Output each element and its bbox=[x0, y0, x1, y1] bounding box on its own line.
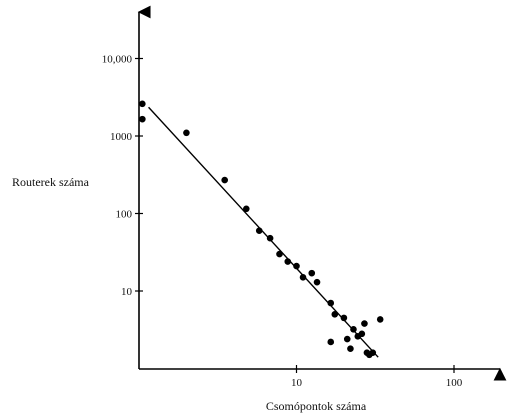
data-point bbox=[284, 258, 292, 265]
y-tick-label: 1000 bbox=[110, 131, 133, 143]
data-point bbox=[343, 335, 351, 343]
fit-line bbox=[148, 106, 379, 358]
x-tick-label: 100 bbox=[446, 377, 463, 389]
data-point bbox=[183, 129, 190, 137]
data-point bbox=[347, 345, 354, 353]
x-axis-label: Csomópontok száma bbox=[266, 399, 367, 413]
y-axis-label: Routerek száma bbox=[12, 175, 90, 189]
data-point bbox=[293, 262, 300, 270]
data-point bbox=[276, 250, 283, 258]
data-point bbox=[361, 320, 368, 327]
data-point bbox=[266, 234, 274, 242]
data-point bbox=[242, 205, 250, 213]
data-point bbox=[327, 299, 335, 307]
data-point bbox=[313, 278, 321, 286]
data-point bbox=[139, 100, 146, 108]
data-point bbox=[255, 227, 263, 234]
y-tick-label: 10,000 bbox=[102, 54, 133, 66]
data-point bbox=[340, 314, 348, 322]
data-point bbox=[369, 349, 377, 356]
x-tick-label: 10 bbox=[291, 377, 303, 389]
data-point bbox=[376, 316, 384, 323]
data-point bbox=[327, 338, 335, 346]
data-point bbox=[331, 311, 339, 318]
data-point bbox=[221, 176, 228, 184]
data-point bbox=[358, 330, 366, 338]
data-point bbox=[308, 269, 316, 277]
y-tick-label: 100 bbox=[116, 209, 133, 221]
data-points bbox=[139, 100, 384, 359]
data-point bbox=[350, 326, 357, 333]
axis-ticks: 10 100 10 100 1000 10,000 bbox=[102, 54, 463, 390]
data-point bbox=[139, 115, 146, 123]
y-tick-label: 10 bbox=[121, 286, 133, 298]
data-point bbox=[299, 274, 307, 281]
